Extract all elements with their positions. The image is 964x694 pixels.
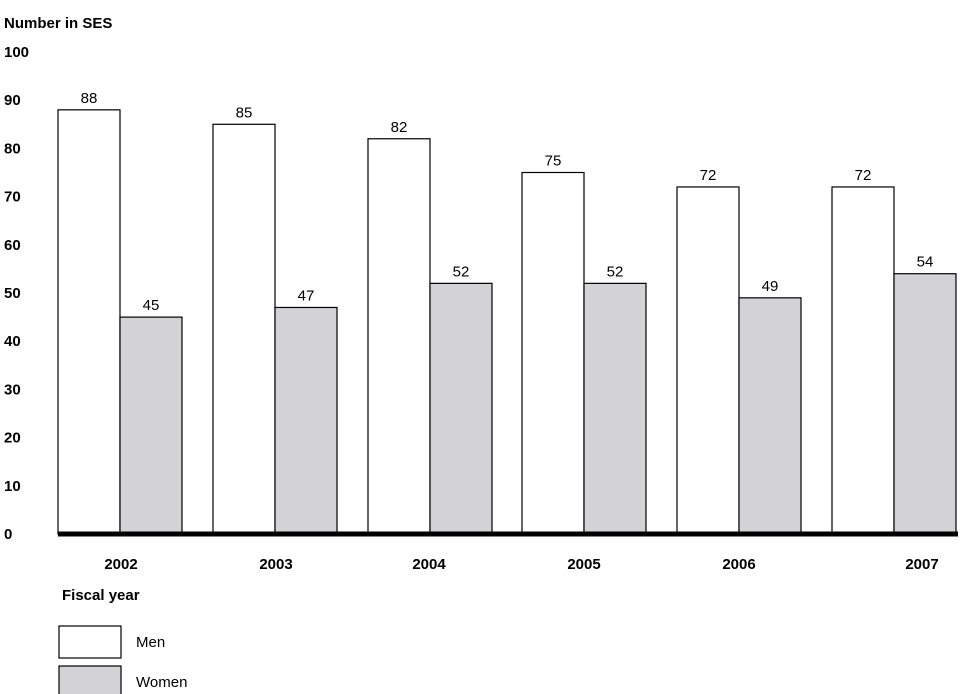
data-label-women-2003: 47 [298,287,315,304]
data-labels: 88 85 82 75 72 72 45 47 52 52 49 54 [81,90,934,314]
bar-men-2002 [57,109,121,535]
data-label-women-2002: 45 [143,297,160,314]
bar-men-2003 [212,123,276,535]
y-axis-ticks: 0 10 20 30 40 50 60 70 80 90 100 [4,44,29,543]
legend: Men Women [58,625,187,694]
bar-women-2006 [738,297,802,535]
data-label-men-2002: 88 [81,90,98,107]
data-label-men-2003: 85 [236,104,253,121]
bar-women-2003 [274,306,338,535]
data-label-men-2007: 72 [855,167,872,184]
legend-label-men: Men [136,634,165,651]
data-label-men-2004: 82 [391,119,408,136]
data-label-men-2006: 72 [700,167,717,184]
y-tick-label: 90 [4,92,21,109]
bar-women-2005 [583,282,647,535]
y-tick-label: 70 [4,189,21,206]
bar-women-2002 [119,316,183,535]
legend-swatch-women [58,665,122,694]
bar-women-2004 [429,282,493,535]
bar-men-2007 [831,186,895,535]
x-axis-title: Fiscal year [62,587,140,604]
y-tick-label: 60 [4,237,21,254]
y-tick-label: 40 [4,333,21,350]
bar-men-2006 [676,186,740,535]
x-tick-label: 2003 [259,556,292,573]
x-tick-label: 2004 [412,556,446,573]
y-tick-label: 30 [4,381,21,398]
bar-women-2007 [893,273,957,535]
y-tick-label: 10 [4,478,21,495]
data-label-men-2005: 75 [545,153,562,170]
y-axis-title: Number in SES [4,15,112,32]
x-tick-label: 2007 [905,556,938,573]
x-axis-ticks: 2002 2003 2004 2005 2006 2007 [104,556,938,573]
data-label-women-2004: 52 [453,263,470,280]
bar-men-2005 [521,171,585,535]
y-tick-label: 80 [4,140,21,157]
bar-men-2004 [367,138,431,535]
y-tick-label: 100 [4,44,29,61]
bars [57,109,957,535]
data-label-women-2005: 52 [607,263,624,280]
y-tick-label: 20 [4,430,21,447]
x-tick-label: 2002 [104,556,137,573]
y-tick-label: 0 [4,526,12,543]
x-tick-label: 2006 [722,556,755,573]
data-label-women-2007: 54 [917,254,934,271]
x-tick-label: 2005 [567,556,600,573]
data-label-women-2006: 49 [762,278,779,295]
legend-swatch-men [58,625,122,659]
y-tick-label: 50 [4,285,21,302]
legend-label-women: Women [136,674,187,691]
